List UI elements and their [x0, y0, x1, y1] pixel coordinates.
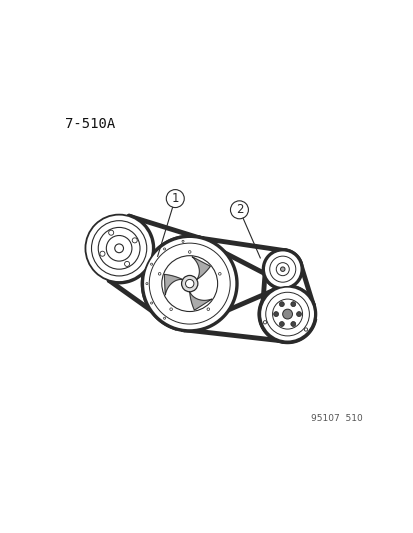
- Text: 2: 2: [235, 203, 242, 216]
- Circle shape: [149, 243, 230, 324]
- Circle shape: [290, 321, 295, 326]
- Polygon shape: [164, 274, 182, 295]
- Polygon shape: [189, 292, 211, 310]
- Circle shape: [263, 321, 266, 324]
- Circle shape: [150, 263, 152, 265]
- Circle shape: [230, 201, 248, 219]
- Circle shape: [106, 236, 132, 261]
- Circle shape: [85, 215, 152, 282]
- Circle shape: [181, 276, 197, 292]
- Circle shape: [132, 238, 137, 243]
- Circle shape: [100, 251, 105, 256]
- Circle shape: [114, 244, 123, 253]
- Circle shape: [275, 263, 289, 276]
- Circle shape: [265, 292, 309, 336]
- Circle shape: [263, 251, 301, 288]
- Circle shape: [158, 272, 161, 275]
- Text: 95107  510: 95107 510: [311, 414, 362, 423]
- Circle shape: [279, 321, 284, 326]
- Text: 7-510A: 7-510A: [64, 117, 114, 131]
- Text: 1: 1: [171, 192, 178, 205]
- Circle shape: [296, 312, 301, 317]
- Circle shape: [161, 256, 217, 311]
- Circle shape: [124, 261, 129, 266]
- Circle shape: [150, 302, 152, 304]
- Circle shape: [145, 282, 147, 285]
- Circle shape: [206, 308, 209, 311]
- Circle shape: [163, 317, 165, 319]
- Circle shape: [163, 248, 165, 250]
- Polygon shape: [192, 257, 210, 279]
- Circle shape: [269, 256, 295, 282]
- Circle shape: [91, 221, 146, 276]
- Circle shape: [304, 328, 307, 331]
- Circle shape: [273, 312, 278, 317]
- Circle shape: [280, 267, 284, 271]
- Circle shape: [218, 272, 221, 275]
- Circle shape: [185, 279, 193, 288]
- Circle shape: [188, 251, 190, 253]
- Circle shape: [169, 308, 172, 311]
- Circle shape: [290, 302, 295, 306]
- Circle shape: [282, 309, 292, 319]
- Circle shape: [143, 237, 236, 330]
- Circle shape: [260, 287, 314, 341]
- Circle shape: [279, 302, 284, 306]
- Circle shape: [108, 230, 114, 235]
- Circle shape: [166, 190, 184, 207]
- Circle shape: [272, 299, 302, 329]
- Circle shape: [98, 228, 140, 269]
- Circle shape: [182, 240, 184, 243]
